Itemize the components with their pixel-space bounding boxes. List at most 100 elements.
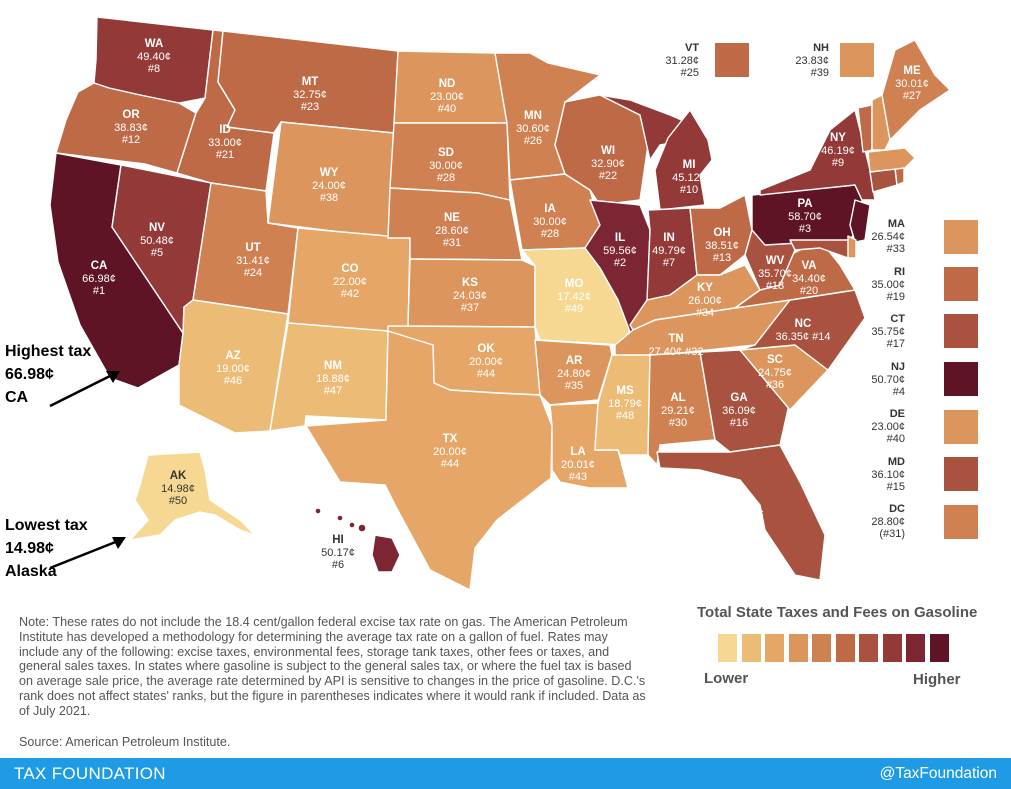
inset-abbr: DC	[889, 503, 905, 515]
label-value: 14.98¢	[161, 482, 195, 495]
label-value: 29.21¢	[661, 404, 695, 417]
state-NY[interactable]	[759, 109, 876, 201]
label-abbr: PA	[797, 198, 813, 210]
label-abbr: TX	[442, 433, 458, 445]
label-MI: MI 45.12¢ #10	[672, 159, 706, 197]
state-HI-island[interactable]	[357, 523, 367, 533]
label-NM: NM 18.88¢ #47	[316, 360, 350, 398]
label-IA: IA 30.00¢ #28	[533, 203, 567, 241]
label-value: 38.83¢	[114, 121, 148, 134]
label-HI: HI 50.17¢ #6	[321, 534, 355, 572]
state-HI[interactable]	[371, 534, 401, 573]
label-abbr: MN	[524, 110, 542, 122]
inset-abbr: MA	[887, 218, 905, 230]
label-abbr: CA	[90, 260, 108, 272]
label-value: 28.60¢	[435, 224, 469, 237]
label-abbr: NM	[324, 360, 342, 372]
label-MN: MN 30.60¢ #26	[516, 110, 550, 148]
label-abbr: ME	[903, 65, 921, 77]
state-AK[interactable]	[129, 451, 256, 541]
label-NV: NV 50.48¢ #5	[140, 222, 174, 260]
label-AZ: AZ 19.00¢ #46	[216, 350, 250, 388]
state-HI-island[interactable]	[348, 521, 356, 529]
state-NH[interactable]	[871, 94, 891, 151]
label-abbr: MT	[301, 76, 319, 88]
label-NE: NE 28.60¢ #31	[435, 212, 469, 250]
state-MD[interactable]	[789, 239, 851, 259]
inset-abbr: DE	[889, 408, 905, 420]
footer-brand[interactable]: TAX FOUNDATION	[14, 764, 166, 783]
state-AZ[interactable]	[178, 299, 289, 434]
label-abbr: AZ	[225, 350, 241, 362]
inset-label-MD: MD 36.10¢ #15	[871, 456, 905, 494]
label-value: 32.90¢	[591, 157, 625, 170]
label-SD: SD 30.00¢ #28	[429, 147, 463, 185]
inset-label-NJ: NJ 50.70¢ #4	[871, 361, 905, 399]
legend-swatch	[812, 634, 831, 662]
label-abbr: NE	[444, 212, 460, 224]
label-abbr: ID	[219, 124, 231, 136]
label-rank: #16	[729, 417, 749, 429]
inset-swatch-MD	[944, 457, 978, 491]
label-value: 27.40¢	[648, 345, 683, 358]
inset-value: 23.00¢	[871, 420, 905, 433]
label-rank: #46	[223, 375, 243, 387]
state-IL[interactable]	[584, 199, 651, 341]
label-rank: #49	[564, 303, 584, 315]
label-rank: #28	[436, 172, 456, 184]
state-MI-lower[interactable]	[654, 109, 713, 211]
state-HI-island[interactable]	[336, 514, 344, 522]
label-abbr: KS	[462, 277, 478, 289]
inset-rank: #4	[892, 386, 905, 398]
label-rank: #47	[323, 385, 343, 397]
state-NJ[interactable]	[849, 199, 871, 243]
label-value: 38.51¢	[705, 239, 739, 252]
inset-abbr: MD	[887, 456, 905, 468]
state-ME[interactable]	[881, 39, 951, 141]
label-value: 50.17¢	[321, 546, 355, 559]
inset-abbr: RI	[894, 266, 905, 278]
inset-swatch-MA	[944, 220, 978, 254]
label-value: 36.09¢	[722, 404, 756, 417]
label-rank: #9	[831, 157, 845, 169]
label-rank: #36	[765, 379, 785, 391]
label-abbr: OH	[713, 227, 731, 239]
label-rank: #14	[812, 330, 831, 343]
legend-title: Total State Taxes and Fees on Gasoline	[697, 604, 978, 621]
inset-abbr: VT	[684, 42, 699, 54]
legend-swatch	[859, 634, 878, 662]
footer-bar: TAX FOUNDATION @TaxFoundation	[0, 758, 1011, 789]
legend-swatch	[788, 634, 808, 662]
label-value: 22.00¢	[333, 275, 367, 288]
label-ND: ND 23.00¢ #40	[430, 78, 464, 116]
label-abbr: IL	[614, 232, 626, 244]
label-abbr: NV	[149, 222, 165, 234]
label-abbr: AR	[565, 355, 583, 367]
inset-value: 50.70¢	[871, 373, 905, 386]
state-RI[interactable]	[894, 166, 905, 186]
label-rank: #28	[540, 228, 560, 240]
state-HI-island[interactable]	[314, 507, 322, 515]
state-TX[interactable]	[305, 330, 553, 591]
legend-swatch	[882, 634, 902, 662]
label-CO: CO 22.00¢ #42	[333, 263, 367, 301]
state-MA[interactable]	[867, 147, 916, 173]
label-NY: NY 46.19¢ #9	[821, 132, 855, 170]
inset-label-DE: DE 23.00¢ #40	[871, 408, 905, 446]
inset-rank: #39	[810, 67, 829, 79]
label-rank: #43	[568, 471, 588, 483]
label-value: 45.12¢	[672, 171, 706, 184]
callout-highest-value: 66.98¢	[5, 366, 54, 383]
footer-twitter-handle[interactable]: @TaxFoundation	[879, 765, 997, 782]
state-FL[interactable]	[656, 444, 826, 581]
label-MT: MT 32.75¢ #23	[293, 76, 327, 114]
inset-swatch-DE	[944, 410, 978, 444]
callout-lowest: Lowest tax 14.98¢ Alaska	[5, 514, 88, 583]
source-text: Source: American Petroleum Institute.	[19, 735, 231, 749]
state-DE[interactable]	[847, 235, 857, 259]
state-AR[interactable]	[534, 339, 613, 406]
label-rank: #13	[712, 252, 732, 264]
label-value: 50.48¢	[140, 234, 174, 247]
label-KY: KY 26.00¢ #34	[688, 282, 722, 320]
label-IN: IN 49.79¢ #7	[652, 232, 686, 270]
